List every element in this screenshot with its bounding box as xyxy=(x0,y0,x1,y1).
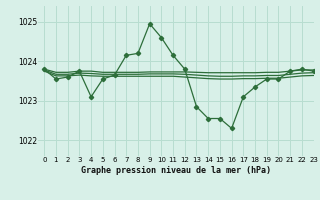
X-axis label: Graphe pression niveau de la mer (hPa): Graphe pression niveau de la mer (hPa) xyxy=(81,166,271,175)
